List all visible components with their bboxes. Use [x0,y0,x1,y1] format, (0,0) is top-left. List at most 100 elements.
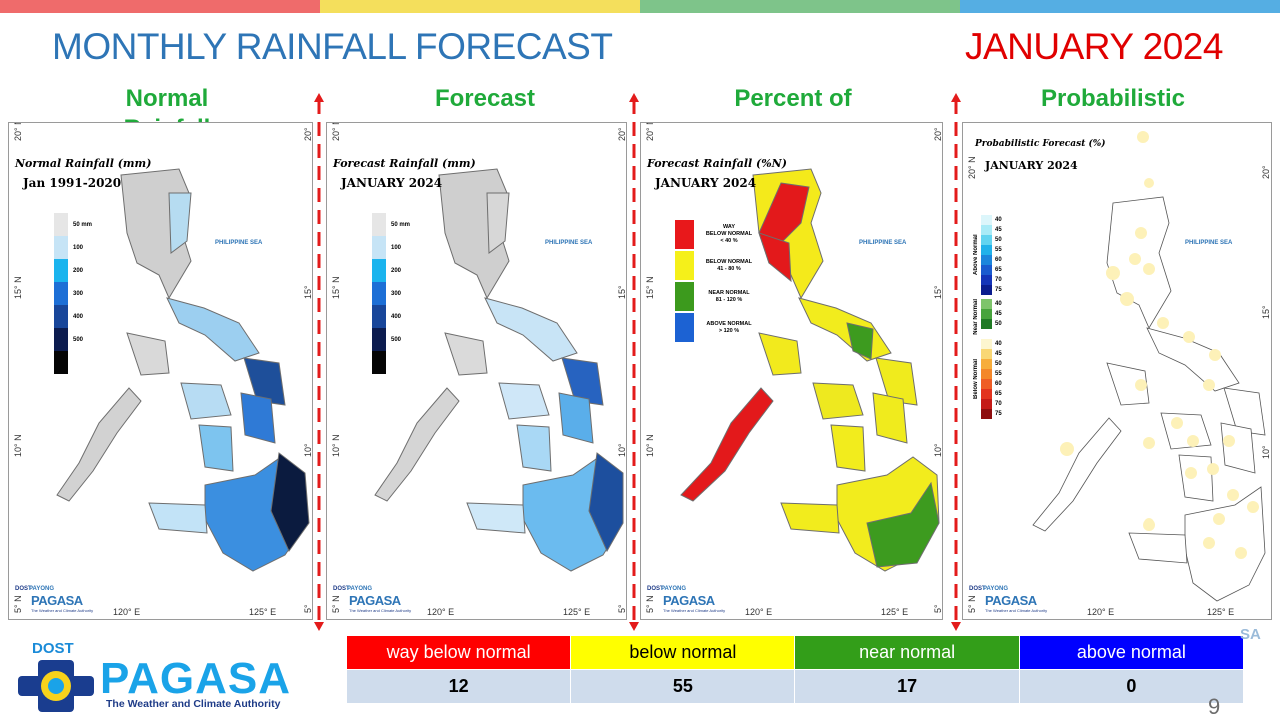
mini-logo-dost: DOST [333,586,350,592]
legend-swatch [675,220,694,249]
lat-label-20n-right: 20° N [617,127,627,141]
header-near-normal: near normal [794,635,1020,670]
mini-logo-dost: DOST [647,586,664,592]
lon-label-120e: 120° E [1087,607,1115,617]
sea-label: PHILIPPINE SEA [859,240,907,246]
legend-swatch [54,213,68,236]
table-header-row: way below normal below normal near norma… [345,635,1245,670]
legend-swatch [981,309,992,319]
value-above-normal: 0 [1018,669,1245,704]
forecast-month: JANUARY 2024 [965,26,1223,67]
mini-logo-pagasa: PAGASA [663,593,715,608]
lat-label-20n: 20° N [645,122,655,141]
lat-label-20n: 20° N [13,122,23,141]
legend-group-below-normal: Below Normal 40 45 50 55 60 65 70 75 [973,338,1002,419]
lon-label-120e: 120° E [113,607,141,617]
legend-label: WAY BELOW NORMAL < 40 % [699,224,759,245]
divider-arrow [951,93,961,631]
legend-colorbar [981,338,992,419]
legend-swatch [981,255,992,265]
background-logo-fragment: SA [1240,626,1261,643]
legend-label-line: 81 - 120 % [715,296,743,303]
legend-label: 200 [73,267,84,274]
top-color-stripe [0,0,1280,13]
mini-logo-payong: PAYONG [29,586,55,592]
legend-label: 50 mm [391,221,411,228]
legend-label: 200 [391,267,402,274]
legend-swatch [54,282,68,305]
lat-label-20n: 20° N [331,122,341,141]
stripe-green [640,0,960,13]
legend-swatch [675,251,694,280]
table-row: 12 55 17 0 [345,669,1245,704]
heading-percent-of: Percent of [734,85,852,112]
legend-label: 100 [73,244,84,251]
sea-label: PHILIPPINE SEA [545,240,593,246]
payong-pagasa-logo: DOST PAYONG PAGASA The Weather and Clima… [331,581,431,617]
page-number: 9 [1208,694,1221,719]
legend-swatch [981,275,992,285]
legend-labels: 40 45 50 [995,299,1002,335]
legend-swatch [981,215,992,225]
legend-colorbar [981,215,992,295]
mini-logo-tagline: The Weather and Climate Authority [985,608,1048,613]
legend-label: 65 [995,390,1002,397]
legend-row: 200 [54,259,92,282]
legend-swatch [981,398,992,409]
legend-label: 500 [391,336,402,343]
header-below-normal: below normal [570,635,796,670]
lat-label-10n: 10° N [13,434,23,457]
legend-label: BELOW NORMAL 41 - 80 % [699,259,759,273]
legend-label: 70 [995,400,1002,407]
lat-label-15n-right: 15° N [933,285,943,299]
legend-swatch [981,338,992,349]
legend-label: 65 [995,267,1002,273]
legend-row: 50 mm [54,213,92,236]
lat-label-15n: 15° N [13,276,23,299]
legend-label: 75 [995,287,1002,293]
legend-labels: 40 45 50 55 60 65 70 75 [995,339,1002,419]
legend-label-line: WAY [722,224,736,230]
probabilistic-map: 20° N 5° N 20° N 15° N 10° N 120° E 125°… [962,122,1272,620]
lat-label-10n-right: 10° N [617,443,627,457]
legend-label: 50 [995,360,1002,367]
mini-logo-pagasa: PAGASA [349,593,401,608]
legend-swatch [981,225,992,235]
legend-row: 400 [54,305,92,328]
legend-label: 45 [995,350,1002,357]
normal-rainfall-map: 20° N 15° N 10° N 5° N 20° N 15° N 10° N… [8,122,313,620]
lat-label-10n-right: 10° N [303,443,313,457]
legend-row [54,351,92,374]
mini-logo-pagasa: PAGASA [985,593,1037,608]
legend-label: 45 [995,311,1002,317]
rainfall-legend: 50 mm 100 200 300 400 500 [54,213,92,374]
lat-label-10n: 10° N [331,434,341,457]
probabilistic-legend: Above Normal 40 45 50 55 60 65 70 75 Nea… [973,215,1002,423]
legend-row: 300 [372,282,410,305]
legend-swatch [372,236,386,259]
legend-swatch [372,328,386,351]
legend-row: 300 [54,282,92,305]
mini-logo-tagline: The Weather and Climate Authority [349,608,412,613]
lon-label-125e: 125° E [563,607,591,617]
legend-swatch [54,259,68,282]
legend-group-near-normal: Near Normal 40 45 50 [973,299,1002,335]
value-near-normal: 17 [794,669,1020,704]
rainfall-legend: 50 mm 100 200 300 400 500 [372,213,410,374]
legend-label: 50 mm [73,221,93,228]
legend-label: 40 [995,217,1002,223]
lat-label-10n-right: 10° N [1261,445,1271,459]
legend-row: NEAR NORMAL 81 - 120 % [675,281,759,312]
percent-legend: WAY BELOW NORMAL < 40 % BELOW NORMAL 41 - 8… [675,219,759,343]
stripe-red [0,0,320,13]
legend-swatch [372,259,386,282]
legend-row: 200 [372,259,410,282]
heading-forecast: Forecast [434,85,536,112]
stripe-yellow [320,0,640,13]
percent-normal-map: 20° N 15° N 10° N 5° N 20° N 15° N 10° N… [640,122,943,620]
legend-row [372,351,410,374]
map-subtitle: JANUARY 2024 [341,176,443,190]
legend-swatch [675,313,694,342]
legend-swatch [981,388,992,399]
legend-row: 100 [372,236,410,259]
